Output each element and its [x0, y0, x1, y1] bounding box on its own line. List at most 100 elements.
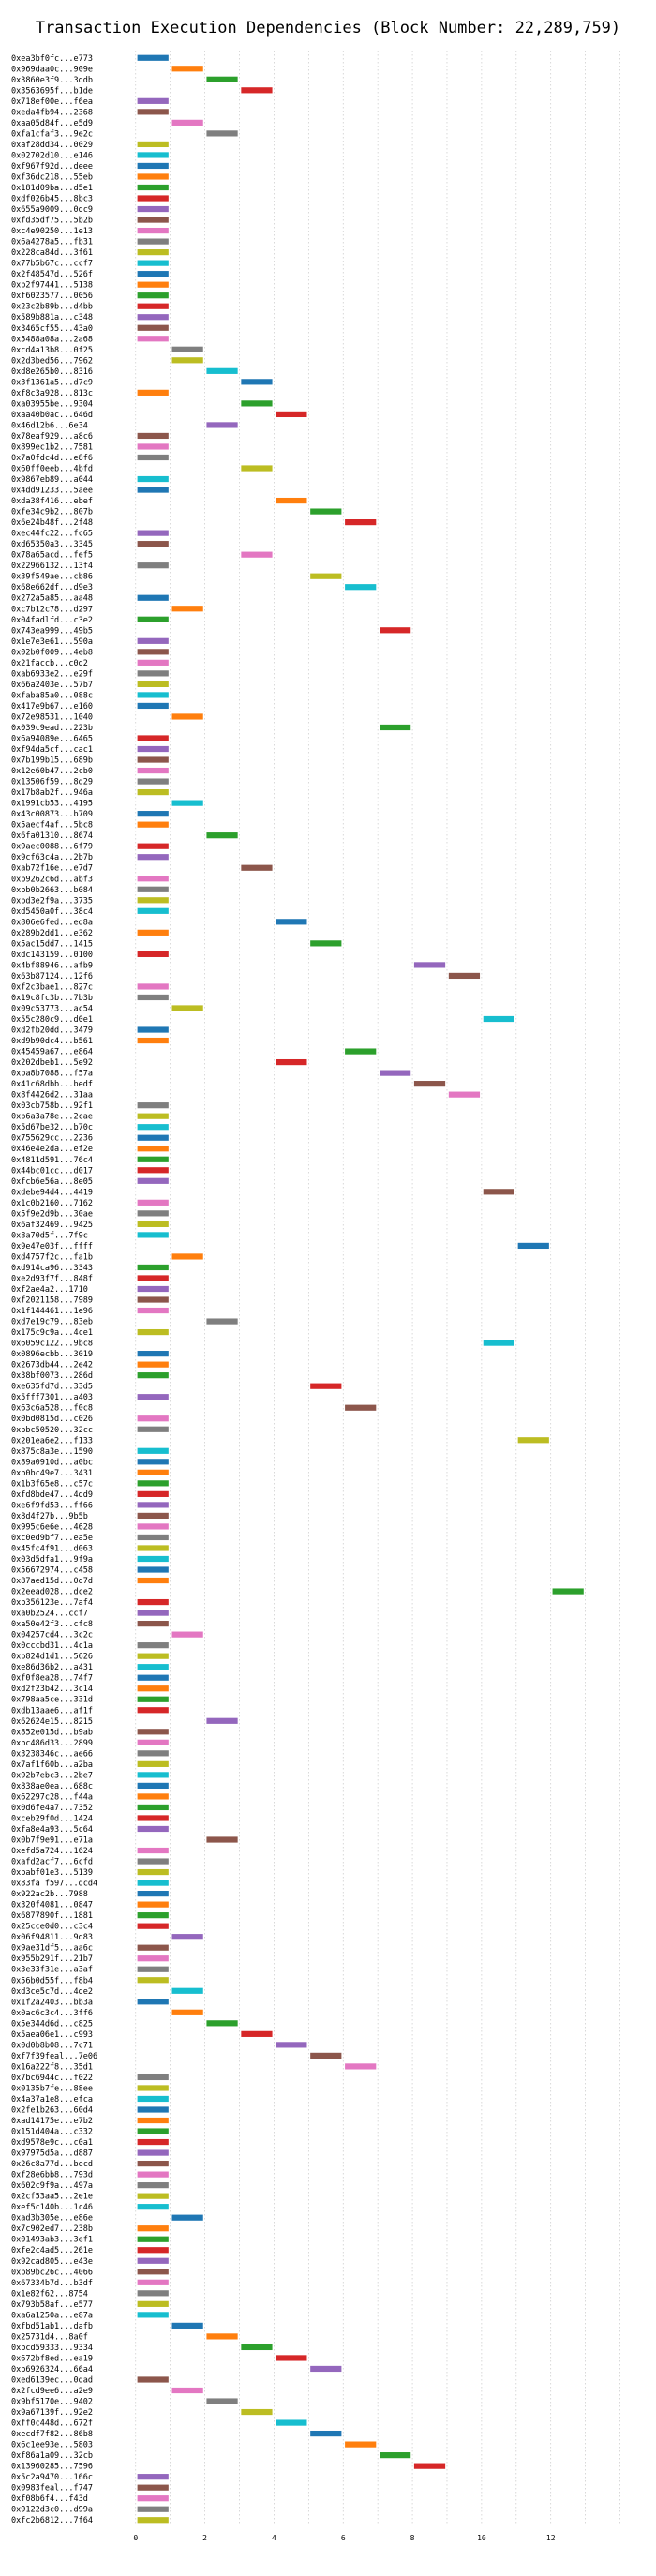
transaction-bar — [137, 1815, 169, 1821]
transaction-label: 0x202dbeb1...5e92 — [11, 1058, 93, 1068]
transaction-label: 0xe6f9fd53...ff66 — [11, 1501, 93, 1510]
transaction-bar — [137, 2247, 169, 2254]
transaction-bar — [137, 1977, 169, 1984]
transaction-label: 0xad14175e...e7b2 — [11, 2117, 93, 2126]
transaction-label: 0xd3ce5c7d...4de2 — [11, 1987, 93, 1997]
transaction-bar — [137, 314, 169, 321]
transaction-bar — [137, 292, 169, 299]
transaction-label: 0x55c280c9...d0e1 — [11, 1015, 93, 1025]
transaction-bar — [241, 551, 273, 558]
transaction-label: 0x151d404a...c332 — [11, 2128, 93, 2137]
transaction-bar — [137, 1534, 169, 1541]
transaction-bar — [137, 1674, 169, 1681]
transaction-bar — [137, 303, 169, 309]
transaction-label: 0xceb29f0d...1424 — [11, 1814, 93, 1823]
transaction-bar — [413, 962, 446, 968]
transaction-bar — [137, 1868, 169, 1876]
transaction-label: 0x6877890f...1881 — [11, 1911, 93, 1921]
transaction-label: 0x2cf53aa5...2e1e — [11, 2193, 93, 2202]
transaction-label: 0xd4757f2c...fa1b — [11, 1252, 93, 1262]
transaction-bar — [137, 1847, 169, 1854]
transaction-label: 0x68e662df...d9e3 — [11, 583, 93, 592]
transaction-label: 0x60ff0eeb...4bfd — [11, 465, 93, 474]
transaction-label: 0xd8e265b0...8316 — [11, 367, 93, 377]
transaction-bar — [137, 443, 169, 450]
transaction-label: 0xb9262c6d...abf3 — [11, 875, 93, 884]
transaction-label: 0xbcd59333...9334 — [11, 2344, 93, 2353]
transaction-label: 0xd65350a3...3345 — [11, 540, 93, 549]
transaction-label: 0xefd5a724...1624 — [11, 1847, 93, 1856]
transaction-bar — [137, 2160, 169, 2167]
transaction-label: 0x995c6e6e...4628 — [11, 1522, 93, 1532]
x-axis-ticks: 0 2 4 6 8 10 12 — [133, 2534, 555, 2542]
transaction-bar — [137, 1739, 169, 1745]
transaction-label: 0xa6a1250a...e87a — [11, 2311, 93, 2320]
transaction-label: 0xbbc50520...32cc — [11, 1426, 93, 1435]
transaction-label: 0xfaba85a0...088c — [11, 691, 93, 700]
transaction-bar — [206, 422, 238, 428]
transaction-bar — [137, 1653, 169, 1659]
transaction-bar — [137, 1480, 169, 1487]
transaction-bar — [137, 1577, 169, 1584]
transaction-label: 0x0b7f9e91...e71a — [11, 1836, 93, 1846]
transaction-label: 0x92cad805...e43e — [11, 2257, 93, 2267]
transaction-label: 0x5e344d6d...c825 — [11, 2019, 93, 2029]
transaction-label: 0xfd8bde47...4dd9 — [11, 1490, 93, 1500]
transaction-label: 0x755629cc...2236 — [11, 1134, 93, 1144]
transaction-bar — [137, 1664, 169, 1670]
transaction-bar — [310, 573, 342, 579]
transaction-label: 0x5ac15dd7...1415 — [11, 939, 93, 949]
transaction-bar — [171, 606, 203, 612]
transaction-label: 0x45fc4f91...d063 — [11, 1544, 93, 1553]
transaction-bar — [137, 1372, 169, 1379]
transaction-label: 0x3860e3f9...3ddb — [11, 76, 93, 85]
transaction-label: 0xba8b7088...f57a — [11, 1070, 93, 1079]
transaction-bar — [137, 843, 169, 849]
x-tick-label: 12 — [546, 2534, 556, 2542]
transaction-bar — [137, 1566, 169, 1573]
transaction-bar — [380, 627, 411, 634]
transaction-bar — [171, 2214, 203, 2221]
transaction-bar — [137, 1966, 169, 1972]
transaction-label: 0x16a222f8...35d1 — [11, 2062, 93, 2072]
transaction-bar — [137, 195, 169, 202]
transaction-bar — [137, 281, 169, 288]
transaction-label: 0x0bd0815d...c026 — [11, 1415, 93, 1424]
transaction-label: 0xf6023577...0056 — [11, 292, 93, 301]
transaction-bar — [137, 1707, 169, 1714]
transaction-bar — [137, 2236, 169, 2242]
transaction-bar — [137, 876, 169, 882]
transaction-label: 0xad3b305e...e86e — [11, 2214, 93, 2224]
transaction-bar — [137, 1490, 169, 1497]
transaction-label: 0x1e82f62...8754 — [11, 2289, 88, 2299]
transaction-bar — [137, 821, 169, 828]
transaction-bar — [137, 217, 169, 223]
transaction-bar — [137, 756, 169, 763]
transaction-bar — [137, 1912, 169, 1919]
transaction-bar — [137, 670, 169, 677]
transaction-label: 0x72e98531...1040 — [11, 712, 93, 722]
transaction-label: 0x92b7ebc3...2be7 — [11, 1771, 93, 1780]
transaction-bar — [137, 767, 169, 774]
transaction-bar — [137, 1555, 169, 1563]
transaction-bar — [137, 2171, 169, 2178]
transaction-label: 0xcd4a13b8...0f25 — [11, 346, 93, 355]
x-tick-label: 6 — [341, 2534, 346, 2542]
transaction-bar — [137, 1361, 169, 1368]
transaction-bar — [137, 324, 169, 331]
transaction-bar — [137, 271, 169, 277]
transaction-bar — [137, 2106, 169, 2113]
transaction-bar — [137, 616, 169, 622]
transaction-bar — [137, 2300, 169, 2307]
transaction-label: 0xdb13aae6...af1f — [11, 1706, 93, 1715]
x-tick-label: 0 — [133, 2534, 138, 2542]
transaction-label: 0x9bf5170e...9402 — [11, 2398, 93, 2407]
transaction-bar — [137, 1328, 169, 1336]
transaction-bar — [137, 1598, 169, 1606]
transaction-bar — [137, 1351, 169, 1357]
transaction-label: 0x5d67be32...b70c — [11, 1123, 93, 1132]
transaction-label: 0x13506f59...8d29 — [11, 778, 93, 787]
transaction-bar — [137, 1760, 169, 1767]
transaction-bar — [137, 2257, 169, 2264]
transaction-bar — [448, 972, 481, 980]
